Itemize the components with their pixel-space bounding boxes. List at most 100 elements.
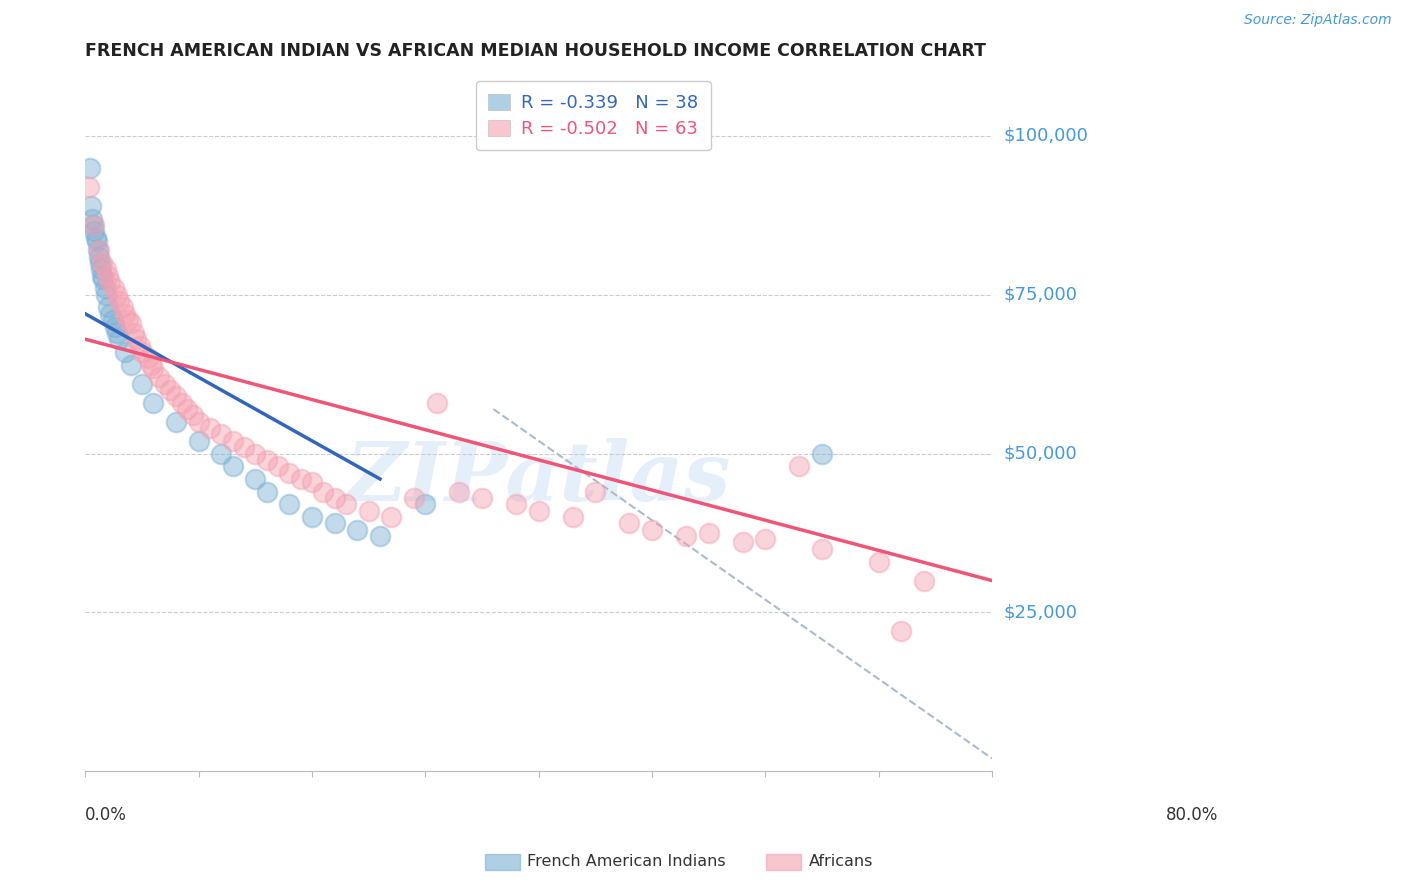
Text: $75,000: $75,000 — [1002, 285, 1077, 304]
Point — [165, 415, 187, 429]
Point — [380, 510, 402, 524]
Point — [471, 491, 494, 505]
Point — [402, 491, 425, 505]
Point — [301, 475, 323, 489]
Point — [114, 345, 136, 359]
Point — [731, 535, 754, 549]
Text: 0.0%: 0.0% — [86, 806, 127, 824]
Point — [86, 234, 108, 248]
Point — [91, 256, 114, 270]
Text: FRENCH AMERICAN INDIAN VS AFRICAN MEDIAN HOUSEHOLD INCOME CORRELATION CHART: FRENCH AMERICAN INDIAN VS AFRICAN MEDIAN… — [86, 42, 986, 60]
Point — [426, 395, 449, 409]
Point — [245, 446, 267, 460]
Text: 80.0%: 80.0% — [1167, 806, 1219, 824]
Point — [505, 497, 527, 511]
Legend: R = -0.339   N = 38, R = -0.502   N = 63: R = -0.339 N = 38, R = -0.502 N = 63 — [475, 81, 710, 151]
Point — [79, 161, 101, 175]
Point — [323, 516, 346, 531]
Point — [103, 281, 125, 295]
Point — [104, 319, 127, 334]
Point — [111, 301, 134, 315]
Point — [105, 326, 128, 340]
Point — [131, 345, 153, 359]
Point — [675, 529, 697, 543]
Point — [148, 370, 170, 384]
Point — [697, 525, 720, 540]
Text: $50,000: $50,000 — [1002, 444, 1077, 463]
Point — [93, 272, 115, 286]
Point — [209, 446, 232, 460]
Point — [142, 360, 165, 375]
Point — [131, 376, 153, 391]
Point — [82, 218, 104, 232]
Point — [114, 307, 136, 321]
Point — [97, 301, 120, 315]
Point — [323, 491, 346, 505]
Point — [122, 326, 145, 340]
Point — [87, 244, 110, 258]
Point — [108, 294, 131, 309]
Point — [101, 313, 124, 327]
Point — [641, 523, 664, 537]
Point — [221, 434, 243, 448]
Point — [754, 533, 776, 547]
Point — [256, 484, 278, 499]
Point — [890, 624, 912, 639]
Point — [583, 484, 606, 499]
Point — [105, 287, 128, 301]
Point — [108, 332, 131, 346]
Point — [357, 504, 380, 518]
Point — [335, 497, 357, 511]
Point — [98, 307, 121, 321]
Point — [181, 409, 204, 423]
Point — [89, 256, 111, 270]
Point — [368, 529, 391, 543]
Text: $25,000: $25,000 — [1002, 603, 1077, 622]
Point — [142, 395, 165, 409]
Point — [83, 224, 105, 238]
Point — [256, 453, 278, 467]
Point — [83, 218, 105, 232]
Point — [90, 262, 112, 277]
Point — [159, 383, 181, 397]
Point — [93, 281, 115, 295]
Point — [120, 358, 142, 372]
Text: French American Indians: French American Indians — [527, 855, 725, 869]
Point — [97, 268, 120, 283]
Point — [120, 316, 142, 330]
Point — [98, 275, 121, 289]
Point — [789, 459, 811, 474]
Point — [117, 313, 139, 327]
Point — [811, 541, 834, 556]
Point — [94, 262, 117, 277]
Point — [170, 395, 193, 409]
Point — [619, 516, 641, 531]
Point — [912, 574, 935, 588]
Point — [312, 484, 335, 499]
Text: $100,000: $100,000 — [1002, 127, 1088, 145]
Text: Africans: Africans — [808, 855, 873, 869]
Point — [527, 504, 550, 518]
Point — [82, 211, 104, 226]
Point — [187, 415, 209, 429]
Point — [94, 287, 117, 301]
Point — [84, 230, 107, 244]
Point — [176, 402, 198, 417]
Point — [91, 268, 114, 283]
Point — [87, 244, 110, 258]
Point — [77, 179, 100, 194]
Point — [561, 510, 583, 524]
Point — [136, 351, 159, 366]
Point — [245, 472, 267, 486]
Point — [187, 434, 209, 448]
Point — [80, 199, 103, 213]
Point — [290, 472, 312, 486]
Point — [415, 497, 437, 511]
Point — [221, 459, 243, 474]
Point — [128, 338, 150, 352]
Point — [278, 497, 301, 511]
Point — [87, 250, 110, 264]
Point — [209, 427, 232, 442]
Point — [868, 555, 890, 569]
Point — [233, 440, 256, 454]
